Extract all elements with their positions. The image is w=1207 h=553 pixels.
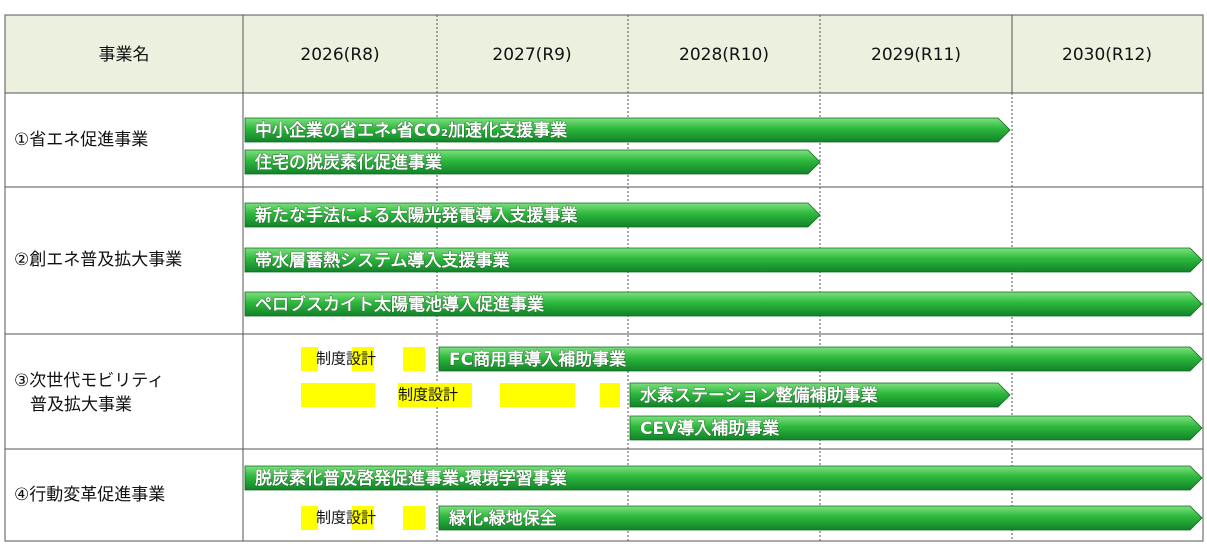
- bar-label: 緑化・緑地保全: [448, 508, 557, 529]
- bar-arrow: [244, 465, 1203, 491]
- phase-block: [352, 506, 374, 530]
- bars: 中小企業の省エネ・省CO₂加速化支援事業住宅の脱炭素化促進事業新たな手法による太…: [244, 117, 1203, 531]
- bar-label: 水素ステーション整備補助事業: [639, 385, 878, 406]
- row-label: ②創エネ普及拡大事業: [14, 250, 182, 270]
- row-label: ①省エネ促進事業: [14, 130, 148, 150]
- bar-arrow: [244, 202, 821, 228]
- phase-label: 制度設計: [398, 386, 458, 404]
- phase-label: 制度設計: [316, 509, 376, 527]
- bar-label: 新たな手法による太陽光発電導入支援事業: [254, 205, 578, 226]
- bar-label: 中小企業の省エネ・省CO₂加速化支援事業: [255, 120, 567, 141]
- bar-arrow: [244, 149, 821, 175]
- bar-arrow: [438, 346, 1203, 372]
- phase-block: [301, 383, 375, 407]
- bar-label: FC商用車導入補助事業: [449, 349, 626, 370]
- row-label: ④行動変革促進事業: [14, 485, 165, 505]
- row-labels: ①省エネ促進事業 ②創エネ普及拡大事業 ③次世代モビリティ 普及拡大事業 ④行動…: [14, 130, 182, 505]
- bar-arrow: [629, 382, 1011, 408]
- phase-block: [352, 347, 374, 371]
- bar-label: 住宅の脱炭素化促進事業: [254, 152, 442, 173]
- phase-block: [301, 347, 318, 371]
- phase-block: [398, 383, 472, 407]
- bar-arrow: [438, 505, 1203, 531]
- header-cell: 事業名: [99, 45, 150, 65]
- bar-arrow: [244, 247, 1203, 273]
- phase-block: [500, 383, 575, 407]
- header-cell: 2026(R8): [300, 45, 379, 65]
- bar-label: 帯水層蓄熱システム導入支援事業: [255, 250, 510, 271]
- year-dividers: [436, 15, 1013, 541]
- phase-block: [403, 347, 425, 371]
- header-cell: 2028(R10): [679, 45, 769, 65]
- bar-label: 脱炭素化普及啓発促進事業・環境学習事業: [255, 468, 567, 489]
- bar-arrow: [244, 291, 1203, 317]
- phase-block: [403, 506, 425, 530]
- bar-arrow: [629, 415, 1203, 441]
- bar-label: ペロブスカイト太陽電池導入促進事業: [255, 294, 544, 315]
- bar-label: CEV導入補助事業: [640, 418, 779, 439]
- phase-label: 制度設計: [316, 350, 376, 368]
- header-cell: 2027(R9): [492, 45, 571, 65]
- header-bg: [5, 15, 1203, 93]
- bar-arrow: [244, 117, 1011, 143]
- phase-block: [301, 506, 318, 530]
- phase-block: [600, 383, 620, 407]
- header: 事業名 2026(R8) 2027(R9) 2028(R10) 2029(R11…: [99, 45, 1152, 65]
- table-lines: [4, 14, 1204, 542]
- row-label: 普及拡大事業: [30, 395, 132, 415]
- header-cell: 2029(R11): [871, 45, 961, 65]
- design-phases: 制度設計 制度設計 制度設計: [301, 347, 620, 530]
- row-label: ③次世代モビリティ: [14, 371, 164, 391]
- header-cell: 2030(R12): [1062, 45, 1152, 65]
